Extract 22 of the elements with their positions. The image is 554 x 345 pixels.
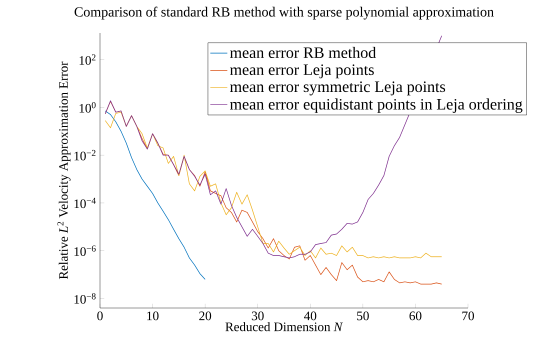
x-tick-label: 50 (357, 312, 369, 320)
y-tick-label: 10$^{2}$ (80, 54, 96, 65)
line-series (104, 110, 206, 280)
x-tick-label: 60 (410, 312, 422, 320)
y-tick-label: 10$^{−4}$ (74, 198, 96, 208)
x-tick-label: 0 (97, 312, 103, 320)
legend-label: mean error Leja points (230, 64, 374, 78)
y-tick-label: 10$^{−8}$ (74, 293, 96, 304)
x-tick-label: 20 (199, 312, 212, 320)
legend-label: mean error RB method (230, 46, 376, 58)
legend-label: mean error symmetric Leja points (230, 81, 446, 96)
chart-title: Comparison of standard RB method with sparse polynomial approximation (74, 6, 494, 20)
y-axis-title: Relative L$^{2}$ Velocity Approximation Error (57, 62, 71, 280)
y-tick-label: 10$^{−2}$ (74, 150, 96, 160)
x-axis-title: Reduced Dimension N (225, 322, 343, 332)
x-tick-label: 40 (304, 312, 316, 320)
x-tick-label: 30 (252, 312, 264, 320)
x-tick-label: 10 (147, 312, 159, 320)
y-tick-label: 10$^{0}$ (80, 102, 96, 113)
x-tick-label: 70 (462, 312, 474, 320)
y-tick-label: 10$^{−6}$ (74, 245, 96, 256)
legend-label: mean error equidistant points in Leja ordering (230, 98, 522, 113)
